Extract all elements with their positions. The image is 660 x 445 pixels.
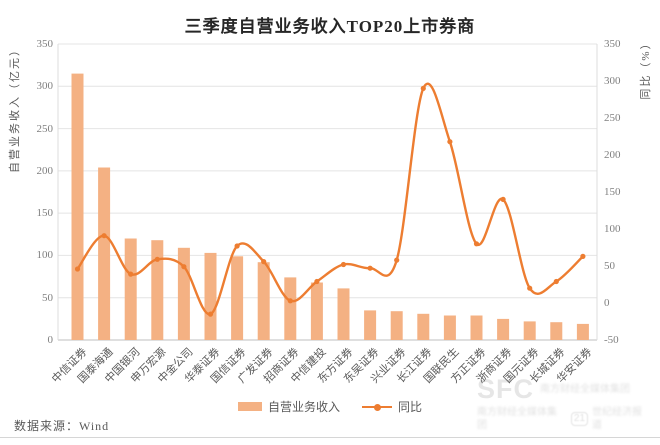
watermark-line2-right: 世纪经济报道 bbox=[592, 407, 643, 431]
left-tick-100: 100 bbox=[36, 249, 54, 262]
bar-华泰证券 bbox=[204, 252, 217, 340]
yoy-marker-国泰海通 bbox=[101, 233, 107, 239]
bar-国泰海通 bbox=[98, 167, 111, 340]
bar-国元证券 bbox=[523, 321, 536, 340]
left-tick-150: 150 bbox=[36, 207, 54, 220]
legend-label-line: 同比 bbox=[398, 400, 423, 414]
left-tick-250: 250 bbox=[36, 122, 54, 135]
right-tick-0: 0 bbox=[604, 297, 610, 309]
watermark: SFC 南方财经全媒体集团 南方财经全媒体集团 21 世纪经济报道 bbox=[477, 376, 652, 432]
yoy-marker-申万宏源 bbox=[154, 256, 160, 262]
right-tick-300: 300 bbox=[604, 75, 621, 87]
yoy-marker-华泰证券 bbox=[207, 311, 214, 317]
bar-方正证券 bbox=[470, 315, 483, 340]
yoy-marker-兴业证券 bbox=[394, 257, 400, 263]
bar-长城证券 bbox=[550, 322, 563, 340]
yoy-marker-中国银河 bbox=[128, 271, 134, 277]
right-tick-100: 100 bbox=[604, 223, 621, 235]
watermark-line1: 南方财经全媒体集团 bbox=[540, 384, 630, 395]
left-tick-50: 50 bbox=[42, 291, 53, 304]
chart-legend: 自营业务收入 同比 bbox=[0, 398, 660, 415]
right-tick--50: -50 bbox=[604, 334, 619, 346]
bar-东方证券 bbox=[337, 288, 350, 340]
bar-兴业证券 bbox=[390, 311, 403, 340]
bar-广发证券 bbox=[257, 262, 270, 340]
yoy-marker-浙商证券 bbox=[500, 196, 506, 202]
bar-东吴证券 bbox=[364, 310, 377, 340]
legend-item-line: 同比 bbox=[362, 398, 422, 415]
left-tick-350: 350 bbox=[36, 38, 54, 50]
bar-华安证券 bbox=[576, 323, 589, 340]
right-tick-350: 350 bbox=[604, 38, 621, 50]
left-tick-200: 200 bbox=[36, 164, 54, 177]
bar-申万宏源 bbox=[151, 240, 164, 340]
yoy-marker-国联民生 bbox=[447, 139, 453, 145]
right-tick-50: 50 bbox=[604, 260, 615, 272]
yoy-line bbox=[76, 82, 585, 316]
left-tick-0: 0 bbox=[47, 334, 54, 346]
bar-长江证券 bbox=[417, 313, 430, 340]
yoy-marker-长江证券 bbox=[420, 85, 426, 91]
right-tick-250: 250 bbox=[604, 112, 621, 124]
bar-国联民生 bbox=[443, 315, 456, 340]
bar-中金公司 bbox=[177, 247, 190, 340]
bar-招商证券 bbox=[284, 277, 297, 340]
bar-浙商证券 bbox=[497, 318, 510, 340]
yoy-marker-中金公司 bbox=[181, 264, 187, 270]
yoy-marker-招商证券 bbox=[287, 298, 293, 304]
bar-国信证券 bbox=[231, 256, 244, 340]
yoy-marker-东方证券 bbox=[340, 261, 347, 268]
bar-swatch-icon bbox=[237, 402, 262, 411]
yoy-marker-华安证券 bbox=[580, 253, 586, 259]
right-tick-200: 200 bbox=[604, 149, 621, 161]
data-source-note: 数据来源：Wind bbox=[14, 419, 110, 433]
yoy-marker-方正证券 bbox=[473, 241, 480, 247]
watermark-line2-left: 南方财经全媒体集团 bbox=[477, 407, 557, 431]
right-tick-150: 150 bbox=[604, 186, 621, 198]
yoy-marker-中信证券 bbox=[74, 266, 81, 272]
legend-item-bar: 自营业务收入 bbox=[237, 398, 340, 415]
bar-中国银河 bbox=[124, 238, 137, 340]
yoy-marker-中信建投 bbox=[314, 278, 320, 285]
left-tick-300: 300 bbox=[36, 80, 54, 93]
yoy-marker-国信证券 bbox=[234, 243, 240, 249]
sfc-logo: SFC bbox=[477, 374, 534, 404]
watermark-21-badge: 21 bbox=[570, 412, 589, 426]
bar-中信证券 bbox=[71, 73, 84, 340]
bar-中信建投 bbox=[310, 282, 323, 340]
yoy-marker-长城证券 bbox=[553, 278, 559, 285]
chart-title: 三季度自营业务收入TOP20上市券商 bbox=[184, 17, 476, 36]
line-swatch-icon bbox=[362, 402, 392, 411]
yoy-marker-广发证券 bbox=[261, 259, 267, 265]
yoy-marker-国元证券 bbox=[527, 285, 533, 291]
bottom-divider bbox=[0, 437, 660, 438]
yoy-marker-东吴证券 bbox=[367, 265, 373, 271]
legend-label-bar: 自营业务收入 bbox=[267, 400, 340, 414]
